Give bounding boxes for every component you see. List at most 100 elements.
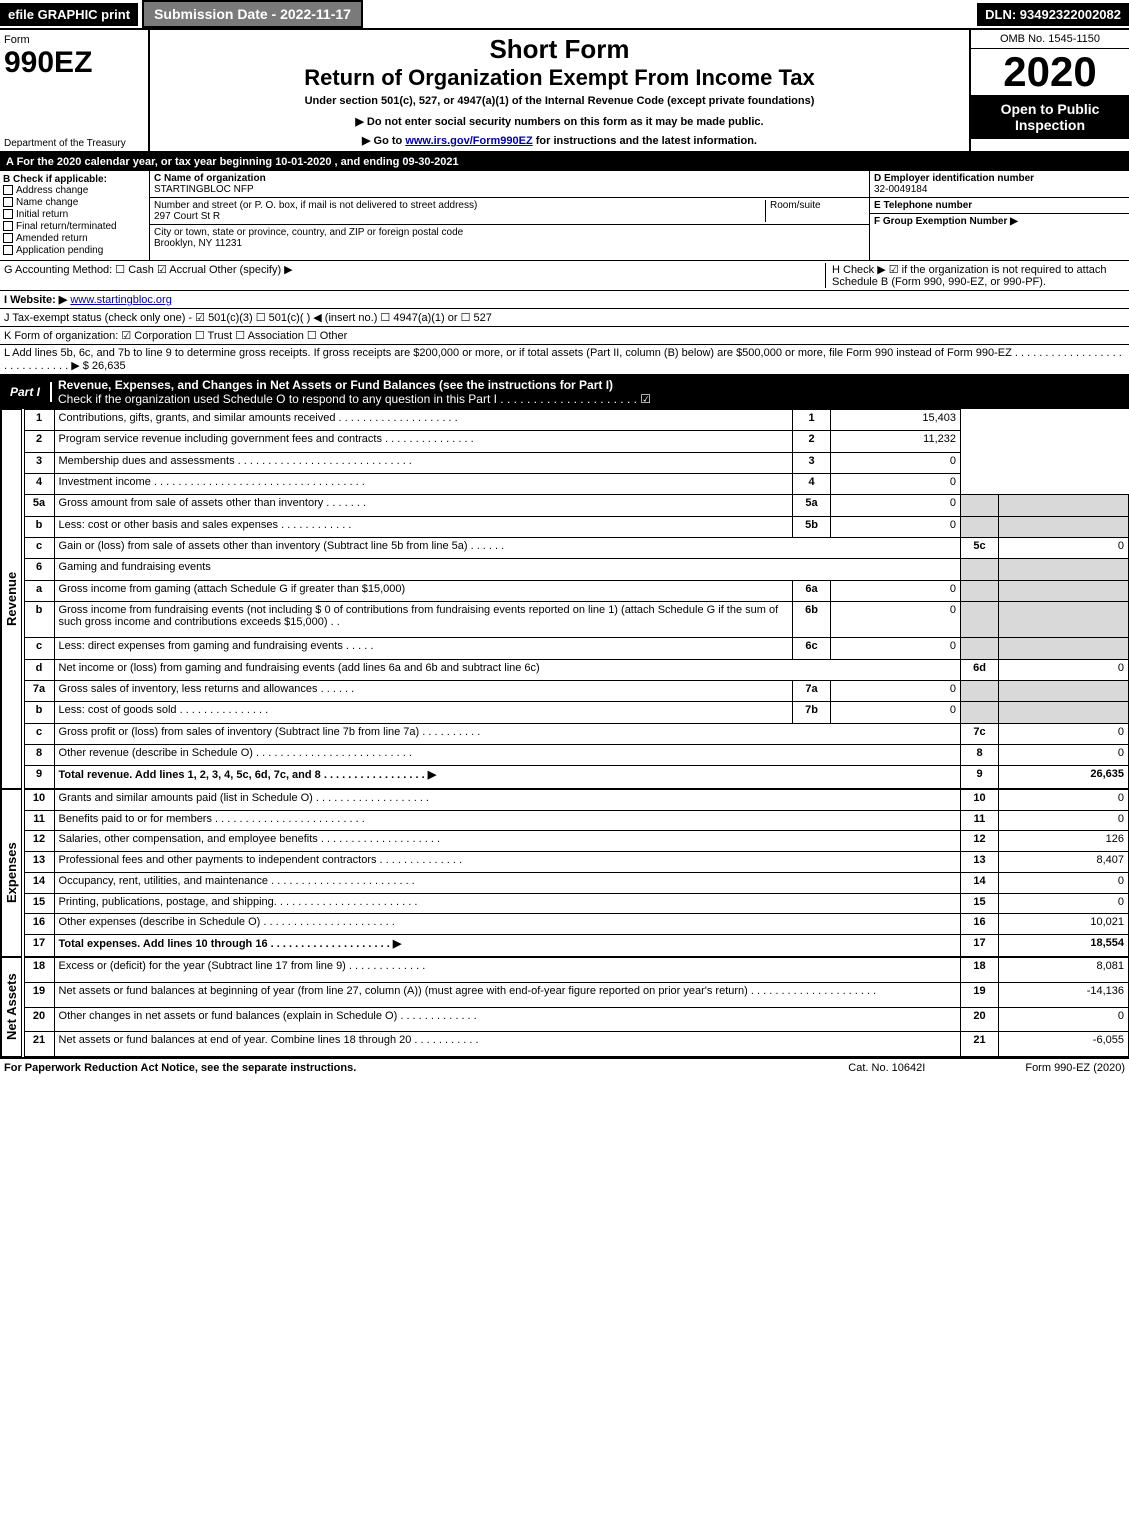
period-row: A For the 2020 calendar year, or tax yea… (0, 153, 1129, 171)
line-h: H Check ▶ ☑ if the organization is not r… (825, 263, 1125, 288)
line-7a: 7aGross sales of inventory, less returns… (24, 681, 1128, 702)
box-b-title: B Check if applicable: (3, 174, 146, 185)
revenue-vlabel: Revenue (1, 409, 22, 789)
line-18: 18Excess or (deficit) for the year (Subt… (24, 958, 1128, 983)
line-7c: cGross profit or (loss) from sales of in… (24, 723, 1128, 744)
c-name: C Name of organization STARTINGBLOC NFP (150, 171, 869, 198)
line-7b: bLess: cost of goods sold . . . . . . . … (24, 702, 1128, 723)
f-label: F Group Exemption Number ▶ (874, 216, 1018, 227)
d-value: 32-0049184 (874, 184, 927, 195)
form-number: 990EZ (4, 46, 144, 80)
box-b: B Check if applicable: Address change Na… (0, 171, 150, 260)
top-bar: efile GRAPHIC print Submission Date - 20… (0, 0, 1129, 30)
d-ein: D Employer identification number 32-0049… (870, 171, 1129, 198)
efile-label[interactable]: efile GRAPHIC print (0, 3, 138, 26)
line-6b: bGross income from fundraising events (n… (24, 601, 1128, 637)
line-6a: aGross income from gaming (attach Schedu… (24, 580, 1128, 601)
line-11: 11Benefits paid to or for members . . . … (24, 810, 1128, 831)
expenses-vlabel: Expenses (1, 789, 22, 957)
line-j: J Tax-exempt status (check only one) - ☑… (0, 309, 1129, 327)
line-1: 1Contributions, gifts, grants, and simil… (24, 410, 1128, 431)
line-5a: 5aGross amount from sale of assets other… (24, 495, 1128, 516)
dln-label: DLN: 93492322002082 (977, 3, 1129, 26)
line-4: 4Investment income . . . . . . . . . . .… (24, 473, 1128, 494)
submission-date: Submission Date - 2022-11-17 (142, 0, 363, 28)
c-city: City or town, state or province, country… (150, 225, 869, 251)
line-19: 19Net assets or fund balances at beginni… (24, 982, 1128, 1007)
line-9: 9Total revenue. Add lines 1, 2, 3, 4, 5c… (24, 766, 1128, 789)
page-footer: For Paperwork Reduction Act Notice, see … (0, 1057, 1129, 1077)
short-form-title: Short Form (154, 34, 965, 65)
line-6: 6Gaming and fundraising events (24, 559, 1128, 580)
return-title: Return of Organization Exempt From Incom… (154, 65, 965, 91)
line-12: 12Salaries, other compensation, and empl… (24, 831, 1128, 852)
line-2: 2Program service revenue including gover… (24, 431, 1128, 452)
irs-link[interactable]: www.irs.gov/Form990EZ (405, 135, 532, 147)
line-21: 21Net assets or fund balances at end of … (24, 1032, 1128, 1057)
line-i: I Website: ▶ www.startingbloc.org (0, 291, 1129, 309)
info-row: B Check if applicable: Address change Na… (0, 171, 1129, 261)
line-k: K Form of organization: ☑ Corporation ☐ … (0, 327, 1129, 345)
line-17: 17Total expenses. Add lines 10 through 1… (24, 935, 1128, 957)
part-i-label: Part I (0, 382, 52, 402)
under-section-text: Under section 501(c), 527, or 4947(a)(1)… (154, 95, 965, 107)
box-c: C Name of organization STARTINGBLOC NFP … (150, 171, 869, 260)
box-def: D Employer identification number 32-0049… (869, 171, 1129, 260)
revenue-table: 1Contributions, gifts, grants, and simil… (24, 409, 1129, 789)
row-gh: G Accounting Method: ☐ Cash ☑ Accrual Ot… (0, 261, 1129, 291)
line-6d: dNet income or (loss) from gaming and fu… (24, 659, 1128, 680)
website-link[interactable]: www.startingbloc.org (70, 294, 172, 306)
c-address: Number and street (or P. O. box, if mail… (150, 198, 869, 225)
line-13: 13Professional fees and other payments t… (24, 852, 1128, 873)
chk-amended[interactable]: Amended return (3, 233, 146, 244)
city-value: Brooklyn, NY 11231 (154, 238, 242, 249)
line-g: G Accounting Method: ☐ Cash ☑ Accrual Ot… (4, 263, 825, 288)
dept-treasury: Department of the Treasury (4, 138, 126, 149)
part-i-title: Revenue, Expenses, and Changes in Net As… (52, 375, 1129, 409)
line-5c: cGain or (loss) from sale of assets othe… (24, 537, 1128, 558)
i-prefix: I Website: ▶ (4, 294, 67, 306)
line-14: 14Occupancy, rent, utilities, and mainte… (24, 872, 1128, 893)
line-10: 10Grants and similar amounts paid (list … (24, 790, 1128, 811)
header-left: Form 990EZ Department of the Treasury (0, 30, 150, 151)
ssn-warning: ▶ Do not enter social security numbers o… (154, 115, 965, 128)
form-word: Form (4, 34, 144, 46)
open-public: Open to Public Inspection (971, 95, 1129, 139)
line-5b: bLess: cost or other basis and sales exp… (24, 516, 1128, 537)
netassets-vlabel: Net Assets (1, 957, 22, 1057)
chk-address[interactable]: Address change (3, 185, 146, 196)
f-group: F Group Exemption Number ▶ (870, 214, 1129, 229)
paperwork-notice: For Paperwork Reduction Act Notice, see … (4, 1062, 356, 1074)
line-15: 15Printing, publications, postage, and s… (24, 893, 1128, 914)
city-label: City or town, state or province, country… (154, 227, 463, 238)
goto-line: ▶ Go to www.irs.gov/Form990EZ for instru… (154, 134, 965, 147)
form-version: Form 990-EZ (2020) (1025, 1062, 1125, 1074)
chk-name[interactable]: Name change (3, 197, 146, 208)
omb-number: OMB No. 1545-1150 (971, 30, 1129, 49)
goto-prefix: ▶ Go to (362, 135, 405, 147)
expenses-table: 10Grants and similar amounts paid (list … (24, 789, 1129, 957)
goto-suffix: for instructions and the latest informat… (533, 135, 757, 147)
line-20: 20Other changes in net assets or fund ba… (24, 1007, 1128, 1032)
form-header: Form 990EZ Department of the Treasury Sh… (0, 30, 1129, 153)
line-l: L Add lines 5b, 6c, and 7b to line 9 to … (0, 345, 1129, 375)
line-16: 16Other expenses (describe in Schedule O… (24, 914, 1128, 935)
chk-pending[interactable]: Application pending (3, 245, 146, 256)
c-value: STARTINGBLOC NFP (154, 184, 254, 195)
line-3: 3Membership dues and assessments . . . .… (24, 452, 1128, 473)
chk-final[interactable]: Final return/terminated (3, 221, 146, 232)
header-center: Short Form Return of Organization Exempt… (150, 30, 969, 151)
d-label: D Employer identification number (874, 173, 1034, 184)
e-label: E Telephone number (874, 200, 972, 211)
room-label: Room/suite (765, 200, 865, 222)
expenses-section: Expenses 10Grants and similar amounts pa… (0, 789, 1129, 957)
c-label: C Name of organization (154, 173, 266, 184)
chk-initial[interactable]: Initial return (3, 209, 146, 220)
addr-value: 297 Court St R (154, 211, 220, 222)
cat-no: Cat. No. 10642I (848, 1062, 925, 1074)
header-right: OMB No. 1545-1150 2020 Open to Public In… (969, 30, 1129, 151)
line-6c: cLess: direct expenses from gaming and f… (24, 638, 1128, 659)
netassets-table: 18Excess or (deficit) for the year (Subt… (24, 957, 1129, 1057)
part-i-check: Check if the organization used Schedule … (58, 392, 651, 406)
e-phone: E Telephone number (870, 198, 1129, 214)
